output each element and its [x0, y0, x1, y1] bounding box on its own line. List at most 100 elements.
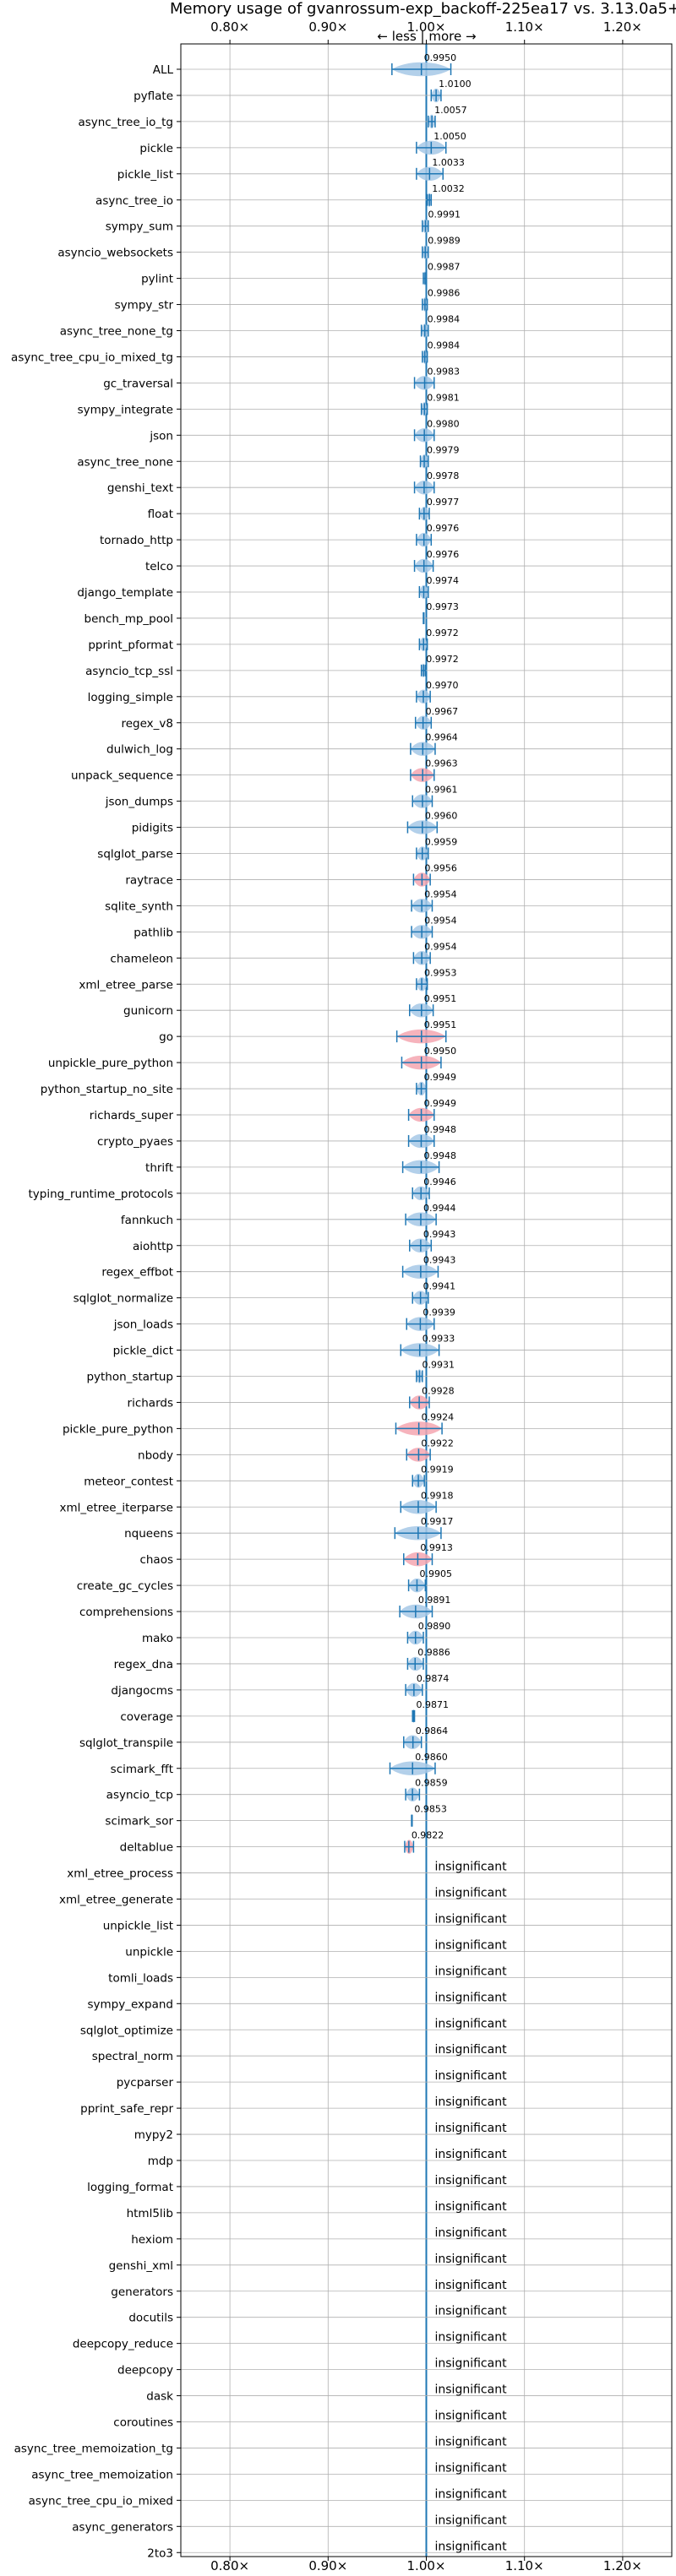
benchmark-label: richards_super	[90, 1109, 174, 1122]
benchmark-label: async_tree_cpu_io_mixed	[29, 2494, 173, 2508]
insignificant-label: insignificant	[435, 2279, 508, 2292]
benchmark-label: pathlib	[134, 926, 173, 939]
benchmark-rows: ALL 0.9950 pyflate 1.0100 async_tree_io_tg 1.…	[11, 52, 507, 2560]
benchmark-label: coroutines	[113, 2416, 173, 2430]
benchmark-label: sqlglot_normalize	[74, 1292, 173, 1306]
benchmark-label: xml_etree_process	[67, 1867, 173, 1881]
x-tick-label-bottom: 0.90×	[308, 2558, 347, 2573]
benchmark-label: 2to3	[147, 2546, 173, 2560]
value-label: 0.9983	[428, 366, 461, 377]
benchmark-label: async_tree_io_tg	[78, 116, 173, 129]
value-label: 0.9944	[423, 1203, 456, 1214]
benchmark-label: tomli_loads	[108, 1971, 173, 1985]
benchmark-label: deepcopy_reduce	[73, 2338, 173, 2351]
benchmark-label: gc_traversal	[103, 377, 173, 390]
value-label: 0.9924	[422, 1411, 455, 1422]
benchmark-label: async_tree_io	[95, 194, 173, 208]
value-label: 0.9991	[428, 209, 461, 220]
insignificant-label: insignificant	[435, 1912, 508, 1926]
benchmark-label: bench_mp_pool	[84, 612, 173, 626]
value-label: 0.9979	[427, 444, 460, 455]
insignificant-label: insignificant	[435, 2253, 508, 2266]
value-label: 0.9954	[424, 941, 457, 952]
value-label: 0.9871	[417, 1699, 450, 1710]
value-label: 0.9970	[426, 680, 459, 691]
insignificant-label: insignificant	[435, 2514, 508, 2527]
benchmark-label: comprehensions	[79, 1606, 173, 1619]
value-label: 0.9864	[416, 1725, 448, 1736]
benchmark-label: sympy_integrate	[78, 403, 173, 416]
value-label: 0.9972	[426, 654, 459, 665]
benchmark-label: python_startup	[86, 1371, 173, 1384]
value-label: 0.9822	[412, 1830, 444, 1841]
x-tick-label-bottom: 0.80×	[210, 2558, 249, 2573]
benchmark-label: deepcopy	[117, 2364, 173, 2378]
insignificant-label: insignificant	[435, 2174, 508, 2187]
value-label: 0.9960	[425, 811, 458, 822]
insignificant-label: insignificant	[435, 2540, 508, 2553]
insignificant-label: insignificant	[435, 2043, 508, 2057]
x-tick-label-top: 1.20×	[603, 19, 642, 35]
benchmark-label: dulwich_log	[106, 743, 173, 757]
value-label: 0.9941	[423, 1281, 455, 1292]
insignificant-label: insignificant	[435, 2487, 508, 2501]
benchmark-label: mdp	[148, 2155, 173, 2168]
benchmark-label: mako	[142, 1632, 173, 1645]
benchmark-label: meteor_contest	[84, 1475, 173, 1488]
benchmark-label: regex_dna	[114, 1658, 173, 1671]
x-axis-ticks: 0.80× 0.80× 0.90× 0.90× 1.00× 1.00× 1.10× 1.10×…	[177, 19, 642, 2573]
benchmark-label: unpack_sequence	[71, 769, 173, 783]
value-label: 0.9973	[426, 601, 459, 612]
insignificant-label: insignificant	[435, 1861, 508, 1874]
benchmark-label: typing_runtime_protocols	[29, 1187, 174, 1201]
value-label: 0.9853	[414, 1804, 446, 1815]
benchmark-label: pprint_safe_repr	[80, 2102, 173, 2116]
value-label: 0.9922	[421, 1437, 454, 1448]
benchmark-label: pylint	[141, 273, 173, 286]
benchmark-label: raytrace	[125, 873, 173, 887]
benchmark-label: pickle	[139, 142, 173, 155]
benchmark-label: tornado_http	[100, 534, 173, 547]
benchmark-label: pickle_list	[117, 168, 173, 182]
benchmark-label: mypy2	[134, 2128, 173, 2142]
benchmark-label: scimark_fft	[111, 1763, 173, 1776]
value-label: 0.9976	[427, 549, 459, 560]
value-label: 0.9950	[424, 52, 457, 63]
benchmark-label: sqlglot_optimize	[80, 2024, 173, 2037]
benchmark-label: chaos	[139, 1553, 173, 1567]
benchmark-label: sqlglot_parse	[97, 848, 173, 861]
benchmark-label: deltablue	[120, 1841, 173, 1855]
insignificant-label: insignificant	[435, 2200, 508, 2214]
benchmark-label: pyflate	[134, 90, 173, 103]
benchmark-label: json_dumps	[105, 796, 173, 809]
value-label: 0.9954	[424, 915, 457, 926]
value-label: 0.9917	[421, 1516, 454, 1527]
benchmark-label: json_loads	[113, 1318, 173, 1332]
insignificant-label: insignificant	[435, 2148, 508, 2161]
insignificant-label: insignificant	[435, 2410, 508, 2423]
benchmark-label: sympy_str	[115, 299, 174, 312]
benchmark-label: create_gc_cycles	[77, 1579, 173, 1593]
value-label: 1.0033	[432, 157, 465, 168]
benchmark-label: regex_effbot	[101, 1266, 173, 1280]
benchmark-label: logging_simple	[88, 691, 173, 704]
x-tick-label-bottom: 1.10×	[505, 2558, 544, 2573]
insignificant-label: insignificant	[435, 2305, 508, 2318]
value-label: 0.9918	[421, 1490, 453, 1501]
insignificant-label: insignificant	[435, 2383, 508, 2397]
value-label: 0.9860	[415, 1752, 448, 1763]
benchmark-label: nqueens	[124, 1527, 173, 1541]
insignificant-label: insignificant	[435, 1965, 508, 1978]
benchmark-label: pidigits	[132, 822, 173, 835]
benchmark-label: asyncio_tcp_ssl	[85, 665, 173, 678]
benchmark-label: asyncio_websockets	[57, 247, 173, 260]
value-label: 0.9964	[425, 732, 457, 743]
insignificant-label: insignificant	[435, 2095, 508, 2109]
benchmark-label: unpickle_pure_python	[48, 1057, 173, 1070]
benchmark-label: dask	[146, 2390, 173, 2404]
benchmark-label: async_tree_none_tg	[60, 325, 173, 339]
benchmark-label: unpickle_list	[103, 1919, 173, 1932]
benchmark-label: django_template	[77, 586, 173, 600]
value-label: 0.9933	[422, 1334, 455, 1345]
benchmark-label: ALL	[153, 63, 174, 77]
